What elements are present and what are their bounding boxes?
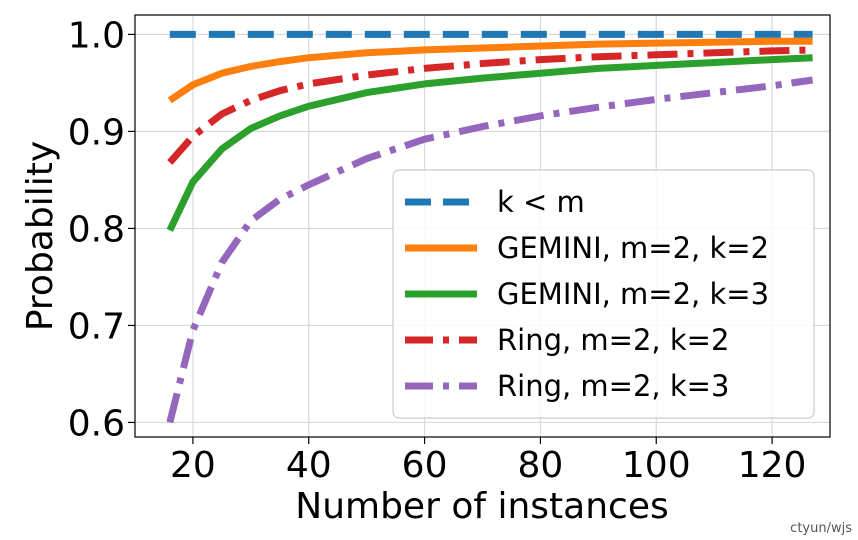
y-tick-label: 0.9: [68, 112, 125, 153]
legend-label: GEMINI, m=2, k=2: [497, 231, 769, 265]
x-tick-label: 120: [738, 445, 807, 486]
series-line-4: [166, 76, 814, 424]
plot-frame: [134, 14, 831, 438]
x-tick-label: 60: [402, 445, 448, 486]
y-axis-ticks: 0.6 0.7 0.8 0.9 1.0: [68, 15, 135, 444]
x-tick-label: 80: [518, 445, 564, 486]
legend-label: k < m: [497, 185, 585, 219]
x-axis-label: Number of instances: [295, 486, 668, 527]
legend: k < m GEMINI, m=2, k=2 GEMINI, m=2, k=3 Rin…: [392, 169, 815, 419]
legend-box: [392, 169, 815, 419]
y-axis-label: Probability: [20, 141, 61, 331]
watermark-text: ctyun/wjs: [790, 521, 852, 536]
x-axis-ticks: 20 40 60 80 100 120: [170, 437, 806, 486]
series-lines: [166, 30, 814, 424]
series-line-3: [167, 46, 813, 165]
x-tick-label: 40: [286, 445, 332, 486]
x-tick-label: 20: [170, 445, 216, 486]
legend-label: Ring, m=2, k=2: [497, 323, 729, 357]
legend-label: Ring, m=2, k=3: [497, 369, 729, 403]
y-tick-label: 0.8: [68, 209, 125, 250]
series-line-2: [166, 54, 813, 232]
y-tick-label: 0.6: [68, 403, 125, 444]
y-tick-label: 1.0: [68, 15, 125, 56]
series-line-1: [167, 37, 813, 104]
legend-label: GEMINI, m=2, k=3: [497, 277, 769, 311]
y-tick-label: 0.7: [68, 306, 125, 347]
x-tick-label: 100: [622, 445, 691, 486]
